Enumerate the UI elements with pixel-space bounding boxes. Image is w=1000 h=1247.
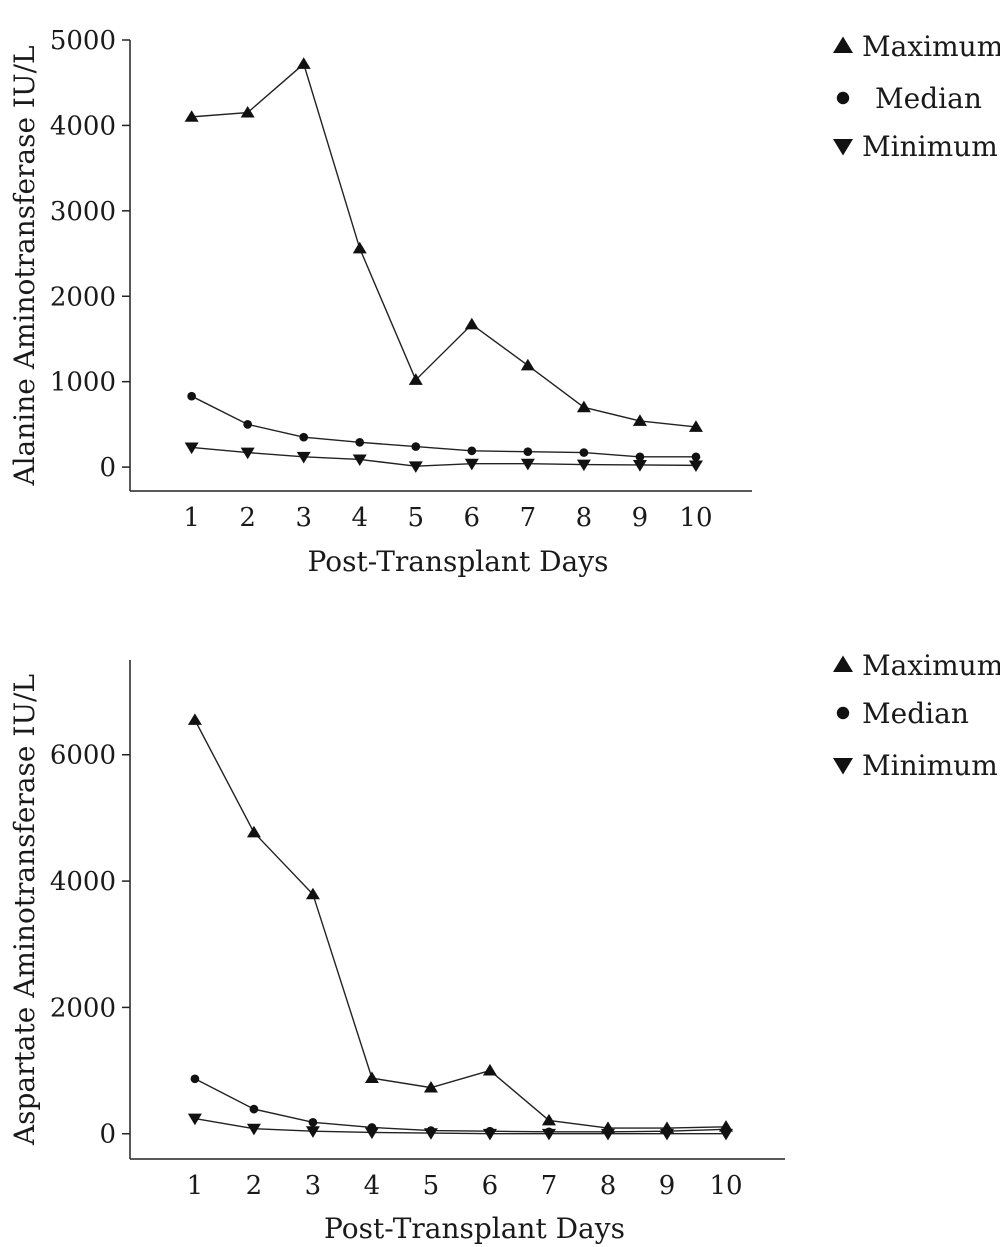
data-point-median: [636, 452, 645, 461]
x-tick-label: 2: [246, 1171, 263, 1201]
legend-label-maximum: Maximum: [862, 649, 1000, 682]
x-tick-label: 3: [305, 1171, 322, 1201]
data-point-maximum: [521, 359, 535, 371]
data-point-minimum: [424, 1128, 438, 1140]
data-point-minimum: [601, 1129, 615, 1141]
series-line-maximum: [192, 64, 696, 427]
y-tick-label: 4000: [50, 867, 116, 897]
data-point-minimum: [633, 460, 647, 472]
series-line-median: [195, 1079, 726, 1132]
y-axis-title: Alanine Aminotransferase IU/L: [8, 45, 41, 486]
data-point-median: [299, 433, 308, 442]
x-tick-label: 10: [709, 1171, 742, 1201]
x-tick-label: 10: [679, 503, 712, 533]
x-axis-title: Post-Transplant Days: [324, 1212, 625, 1245]
legend-marker-median: [837, 92, 849, 104]
x-tick-label: 9: [632, 503, 649, 533]
legend-marker-minimum: [833, 758, 853, 775]
series-line-median: [192, 396, 696, 457]
data-point-minimum: [365, 1128, 379, 1140]
x-tick-label: 6: [482, 1171, 499, 1201]
x-tick-label: 9: [659, 1171, 676, 1201]
x-tick-label: 3: [295, 503, 312, 533]
chart-panel-1: 0 1000 2000 3000 4000 5000 1 2 3 4 5 6 7 8 9 10 Post-Tra…: [8, 26, 1000, 578]
data-point-median: [309, 1118, 318, 1127]
series-line-maximum: [195, 720, 726, 1128]
legend-label-maximum: Maximum: [862, 30, 1000, 63]
data-point-maximum: [353, 242, 367, 254]
x-tick-label: 4: [351, 503, 368, 533]
y-tick-label: 1000: [50, 368, 116, 398]
data-point-median: [692, 452, 701, 461]
data-point-minimum: [719, 1129, 733, 1141]
data-point-maximum: [247, 826, 261, 838]
data-point-minimum: [306, 1126, 320, 1138]
y-tick-label: 0: [99, 453, 116, 483]
chart-canvas: 0100020003000400050001 2 3 4 5 6 7 8 9 10Post-Tra…: [0, 0, 1000, 1247]
y-tick-label: 2000: [50, 993, 116, 1023]
data-point-median: [524, 447, 533, 456]
series-maximum: [185, 57, 703, 432]
data-point-minimum: [660, 1129, 674, 1141]
x-axis-title: Post-Transplant Days: [308, 545, 609, 578]
x-tick-label: 5: [423, 1171, 440, 1201]
legend-label-minimum: Minimum: [862, 130, 998, 163]
series-line-minimum: [192, 447, 696, 466]
series-minimum: [188, 1114, 733, 1141]
x-tick-label: 7: [520, 503, 537, 533]
series-median: [191, 1074, 731, 1136]
x-tick-label: 2: [239, 503, 256, 533]
y-tick-label: 3000: [50, 197, 116, 227]
x-tick-label: 6: [464, 503, 481, 533]
data-point-minimum: [577, 460, 591, 472]
data-point-median: [467, 447, 476, 456]
data-point-minimum: [521, 459, 535, 471]
data-point-minimum: [689, 460, 703, 472]
legend-marker-maximum: [833, 37, 853, 54]
legend-label-median: Median: [862, 697, 969, 730]
y-tick-label: 2000: [50, 282, 116, 312]
data-point-maximum: [465, 318, 479, 330]
x-tick-label: 7: [541, 1171, 558, 1201]
data-point-median: [355, 438, 364, 447]
x-tick-label: 1: [187, 1171, 204, 1201]
series-maximum: [188, 713, 733, 1133]
x-tick-label: 8: [576, 503, 593, 533]
legend-marker-maximum: [833, 656, 853, 673]
data-point-maximum: [297, 57, 311, 69]
series-median: [187, 392, 700, 461]
figure: 0 1000 2000 3000 4000 5000 1 2 3 4 5 6 7 8 9 10 Post-Tra…: [0, 0, 1000, 1247]
series-minimum: [185, 443, 703, 473]
data-point-median: [411, 442, 420, 451]
data-point-median: [243, 420, 252, 429]
legend-label-median: Median: [875, 82, 982, 115]
data-point-minimum: [483, 1129, 497, 1141]
chart-panel-2: 0 2000 4000 6000 1 2 3 4 5 6 7 8 9 10 Post-Transplant …: [8, 649, 1000, 1245]
data-point-maximum: [483, 1064, 497, 1076]
y-tick-label: 0: [99, 1120, 116, 1150]
x-tick-label: 1: [183, 503, 200, 533]
x-tick-label: 5: [408, 503, 425, 533]
legend: Maximum Median Minimum: [833, 649, 1000, 782]
x-tick-label: 8: [600, 1171, 617, 1201]
y-tick-label: 6000: [50, 741, 116, 771]
data-point-median: [250, 1105, 259, 1114]
legend: Maximum Median Minimum: [833, 30, 1000, 163]
y-axis-title: Aspartate Aminotransferase IU/L: [8, 674, 41, 1146]
y-tick-label: 4000: [50, 111, 116, 141]
data-point-maximum: [365, 1071, 379, 1083]
data-point-maximum: [188, 713, 202, 725]
data-point-median: [191, 1074, 200, 1083]
legend-label-minimum: Minimum: [862, 749, 998, 782]
legend-marker-minimum: [833, 139, 853, 156]
data-point-minimum: [542, 1129, 556, 1141]
legend-marker-median: [837, 707, 849, 719]
y-tick-label: 5000: [50, 26, 116, 56]
data-point-median: [187, 392, 196, 401]
data-point-median: [580, 448, 589, 457]
x-tick-label: 4: [364, 1171, 381, 1201]
data-point-maximum: [577, 401, 591, 413]
data-point-minimum: [409, 461, 423, 473]
